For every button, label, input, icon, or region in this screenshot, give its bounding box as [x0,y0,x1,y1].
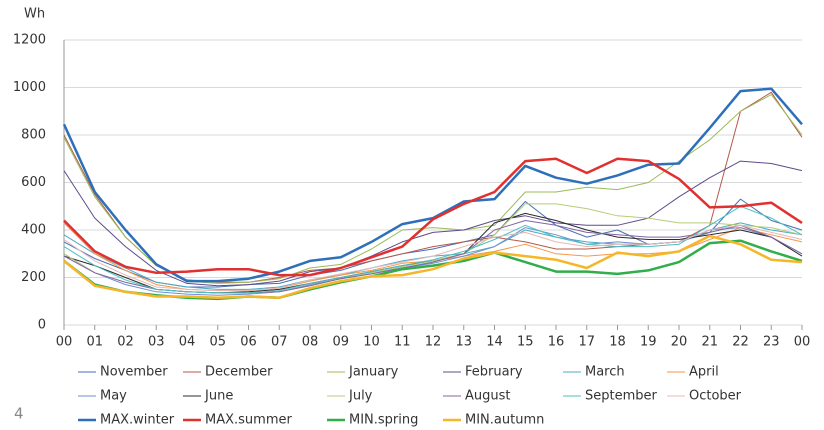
legend-label: September [585,389,658,404]
x-tick-label: 11 [394,335,411,350]
x-tick-label: 17 [578,335,595,350]
legend-label: MIN.spring [349,413,418,428]
x-tick-label: 06 [240,335,257,350]
x-tick-label: 05 [209,335,226,350]
legend-label: MAX.summer [205,413,292,428]
y-axis-label: Wh [24,7,45,22]
series-line [62,87,803,283]
legend-label: January [348,365,399,380]
x-tick-label: 00 [56,335,73,350]
legend-label: November [100,365,168,380]
x-tick-label: 21 [701,335,718,350]
x-tick-label: 10 [363,335,380,350]
x-tick-label: 00 [794,335,811,350]
x-tick-label: 08 [302,335,319,350]
x-tick-label: 20 [671,335,688,350]
legend-label: April [689,365,719,380]
x-tick-label: 23 [763,335,780,350]
y-tick-label: 0 [38,318,46,333]
x-tick-label: 07 [271,335,288,350]
x-tick-label: 02 [117,335,134,350]
series-line [63,220,803,294]
legend-label: March [585,365,625,380]
x-tick-label: 18 [609,335,626,350]
y-tick-label: 600 [21,175,46,190]
legend-label: August [465,389,511,404]
x-tick-label: 04 [179,335,196,350]
y-tick-label: 400 [21,223,46,238]
y-tick-label: 200 [21,270,46,285]
legend-label: October [689,389,742,404]
legend-label: May [100,389,127,404]
x-tick-label: 19 [640,335,657,350]
series-line [63,222,803,292]
legend-label: June [204,389,233,404]
x-tick-label: 15 [517,335,534,350]
x-tick-label: 22 [732,335,749,350]
x-tick-label: 12 [425,335,442,350]
series-line [63,224,803,292]
series-line [63,234,803,299]
legend-label: February [465,365,523,380]
x-tick-label: 14 [486,335,503,350]
legend-label: MAX.winter [100,413,175,428]
x-tick-label: 09 [332,335,349,350]
x-tick-label: 16 [548,335,565,350]
series-line [63,160,803,287]
x-tick-label: 01 [86,335,103,350]
series-line [63,157,803,277]
legend-label: MIN.autumn [465,413,544,428]
page-number: 4 [14,405,24,423]
x-tick-label: 03 [148,335,165,350]
series-line [63,205,803,294]
x-tick-label: 13 [455,335,472,350]
y-tick-label: 800 [21,128,46,143]
legend-label: December [205,365,273,380]
legend-label: July [348,389,373,404]
y-tick-label: 1000 [13,80,46,95]
y-tick-label: 1200 [13,33,46,48]
